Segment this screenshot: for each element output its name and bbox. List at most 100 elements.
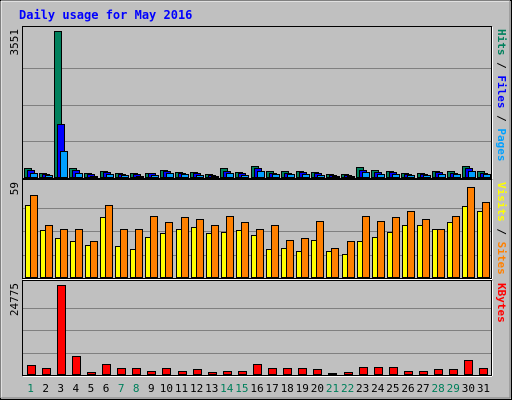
- bar-sites-day-9: [150, 216, 158, 278]
- panel-frame: [22, 280, 492, 376]
- bar-sites-day-28: [437, 229, 445, 278]
- series-legend: Hits / Files / Pages: [495, 29, 508, 162]
- bar-sites-day-2: [45, 225, 53, 278]
- bar-sites-day-13: [211, 225, 219, 278]
- series-pages: [30, 151, 491, 178]
- bar-kbytes-day-5: [87, 372, 96, 375]
- x-tick-label: 3: [57, 382, 64, 395]
- x-tick-label: 11: [175, 382, 188, 395]
- bar-kbytes-day-18: [283, 368, 292, 375]
- bar-kbytes-day-26: [404, 371, 413, 375]
- bar-pages-day-27: [423, 175, 431, 178]
- x-tick-label: 12: [190, 382, 203, 395]
- x-tick-label: 8: [133, 382, 140, 395]
- bar-kbytes-day-11: [178, 371, 187, 375]
- bar-kbytes-day-19: [298, 368, 307, 375]
- bar-kbytes-day-9: [147, 371, 156, 375]
- panel-frame: [22, 26, 492, 179]
- bar-pages-day-3: [60, 151, 68, 178]
- legend-: /: [495, 222, 508, 242]
- bar-kbytes-day-24: [374, 367, 383, 375]
- bar-kbytes-day-30: [464, 360, 473, 375]
- bar-kbytes-day-4: [72, 356, 81, 375]
- bar-pages-day-1: [30, 173, 38, 178]
- bar-pages-day-20: [317, 175, 325, 178]
- bar-pages-day-7: [121, 175, 129, 178]
- bar-sites-day-6: [105, 205, 113, 278]
- series-kbytes: [27, 285, 488, 375]
- bar-pages-day-16: [257, 171, 265, 178]
- x-tick-label: 16: [250, 382, 263, 395]
- chart-panels: 3551 Hits / Files / Pages 59 Visits / Sites…: [8, 26, 508, 377]
- bar-pages-day-10: [166, 173, 174, 178]
- legend-kbytes: KBytes: [495, 283, 508, 323]
- x-tick-label: 6: [103, 382, 110, 395]
- bar-kbytes-day-20: [313, 369, 322, 375]
- bar-pages-day-23: [362, 172, 370, 178]
- bar-sites-day-7: [120, 229, 128, 278]
- panel-visits-sites: 59 Visits / Sites: [8, 179, 508, 280]
- bar-kbytes-day-14: [223, 371, 232, 375]
- x-tick-label: 5: [88, 382, 95, 395]
- bar-sites-day-12: [196, 219, 204, 278]
- bar-pages-day-6: [106, 174, 114, 178]
- bar-sites-day-4: [75, 229, 83, 278]
- x-tick-label: 14: [220, 382, 234, 395]
- bar-kbytes-day-21: [328, 373, 337, 375]
- bar-kbytes-day-23: [359, 367, 368, 375]
- bar-sites-day-11: [181, 217, 189, 278]
- x-tick-label: 27: [416, 382, 429, 395]
- bar-sites-day-20: [316, 221, 324, 278]
- bar-sites-day-17: [271, 225, 279, 278]
- series-legend: Visits / Sites: [495, 182, 508, 275]
- legend-: /: [495, 56, 508, 76]
- bar-sites-day-22: [347, 241, 355, 278]
- bar-kbytes-day-3: [57, 285, 66, 375]
- bar-pages-day-26: [407, 175, 415, 178]
- bar-pages-day-29: [453, 174, 461, 178]
- bar-kbytes-day-10: [162, 368, 171, 375]
- bar-kbytes-day-25: [389, 367, 398, 375]
- x-tick-label: 22: [341, 382, 354, 395]
- x-tick-label: 20: [311, 382, 324, 395]
- x-tick-label: 21: [326, 382, 339, 395]
- bar-kbytes-day-12: [193, 369, 202, 375]
- bar-sites-day-19: [301, 238, 309, 278]
- bar-kbytes-day-6: [102, 364, 111, 375]
- bar-kbytes-day-22: [344, 372, 353, 375]
- bar-kbytes-day-1: [27, 365, 36, 375]
- bar-sites-day-15: [241, 222, 249, 278]
- bar-pages-day-4: [75, 173, 83, 178]
- bar-sites-day-24: [377, 221, 385, 278]
- bar-pages-day-13: [211, 176, 219, 178]
- bar-sites-day-10: [165, 222, 173, 278]
- bar-sites-day-29: [452, 216, 460, 278]
- bar-pages-day-31: [483, 174, 491, 178]
- bar-kbytes-day-13: [208, 372, 217, 375]
- panel-hits-files-pages: 3551 Hits / Files / Pages: [8, 26, 508, 180]
- bar-sites-day-27: [422, 219, 430, 278]
- bar-pages-day-22: [347, 176, 355, 178]
- bar-pages-day-24: [377, 174, 385, 178]
- bar-pages-day-14: [226, 173, 234, 178]
- legend-visits: Visits: [495, 182, 508, 222]
- series-legend: KBytes: [495, 283, 508, 323]
- bar-pages-day-15: [241, 175, 249, 178]
- bar-pages-day-30: [468, 171, 476, 178]
- bar-pages-day-25: [392, 174, 400, 178]
- legend-: /: [495, 109, 508, 129]
- x-tick-label: 13: [205, 382, 218, 395]
- bar-pages-day-19: [302, 174, 310, 178]
- bar-kbytes-day-16: [253, 364, 262, 375]
- x-tick-label: 25: [386, 382, 399, 395]
- chart-title: Daily usage for May 2016: [19, 8, 192, 22]
- bar-sites-day-23: [362, 216, 370, 278]
- legend-sites: Sites: [495, 242, 508, 275]
- bar-kbytes-day-27: [419, 371, 428, 375]
- bar-sites-day-18: [286, 240, 294, 278]
- bar-pages-day-8: [136, 176, 144, 178]
- x-tick-label: 31: [477, 382, 490, 395]
- series-sites: [30, 187, 490, 278]
- x-tick-label: 26: [401, 382, 414, 395]
